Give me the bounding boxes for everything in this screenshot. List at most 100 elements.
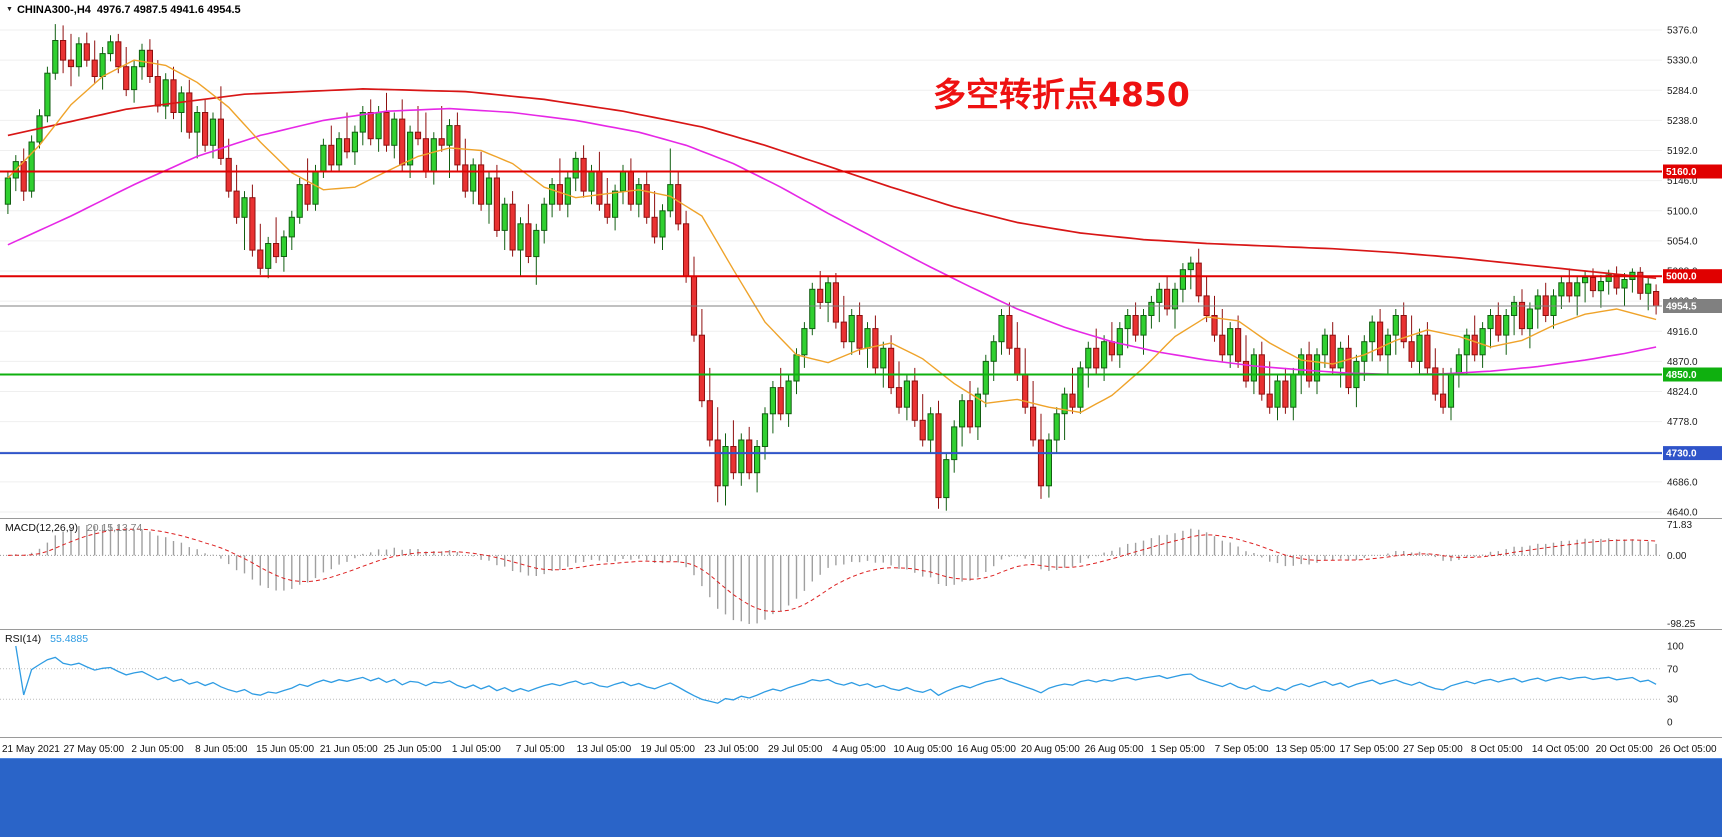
time-axis[interactable]: 21 May 2021 27 May 05:00 2 Jun 05:00 8 Jun … [2, 744, 1717, 755]
price-tick-label: 4916.0 [1667, 327, 1698, 338]
candle-up [288, 216, 295, 238]
time-tick-label[interactable]: 2 Jun 05:00 [131, 744, 184, 755]
price-axis[interactable]: 5376.0 5330.0 5284.0 5238.0 5192.0 5146.0 5100… [1663, 26, 1722, 519]
time-tick-label[interactable]: 19 Jul 05:00 [640, 744, 695, 755]
time-tick-label[interactable]: 26 Aug 05:00 [1085, 744, 1144, 755]
time-tick-label[interactable]: 1 Sep 05:00 [1151, 744, 1205, 755]
rsi-panel: 100 70 30 0 [0, 642, 1684, 729]
panel-separators [0, 518, 1722, 738]
candle-down [67, 59, 75, 68]
candle-up [1487, 315, 1494, 330]
candle-down [698, 334, 705, 402]
time-tick-label[interactable]: 7 Jul 05:00 [516, 744, 565, 755]
symbol-name: CHINA300-,H4 [16, 4, 91, 16]
time-tick-label[interactable]: 26 Oct 05:00 [1659, 744, 1717, 755]
candle-down [911, 380, 918, 421]
candles [4, 24, 1660, 511]
time-tick-label[interactable]: 27 Sep 05:00 [1403, 744, 1463, 755]
candle-down [675, 184, 682, 225]
time-tick-label[interactable]: 15 Jun 05:00 [256, 744, 314, 755]
candle-down [651, 216, 658, 238]
candle-down [304, 184, 311, 205]
candle-up [470, 164, 477, 192]
time-tick-label[interactable]: 8 Jun 05:00 [195, 744, 248, 755]
time-tick-label[interactable]: 16 Aug 05:00 [957, 744, 1016, 755]
candle-down [1164, 288, 1171, 310]
candle-up [265, 243, 272, 269]
candle-up [296, 184, 303, 218]
candle-up [375, 112, 382, 140]
time-tick-label[interactable]: 10 Aug 05:00 [893, 744, 952, 755]
candle-up [619, 171, 627, 192]
candle-down [1566, 282, 1573, 297]
candle-up [564, 177, 571, 205]
candle-down [1589, 277, 1597, 292]
time-tick-label[interactable]: 8 Oct 05:00 [1471, 744, 1523, 755]
time-tick-label[interactable]: 23 Jul 05:00 [704, 744, 759, 755]
candle-up [1116, 328, 1123, 356]
time-tick-label[interactable]: 13 Jul 05:00 [577, 744, 632, 755]
candle-down [257, 249, 264, 269]
candle-down [706, 400, 713, 441]
candle-up [351, 131, 358, 153]
macd-signal-line [7, 528, 1657, 612]
time-tick-label[interactable]: 7 Sep 05:00 [1215, 744, 1269, 755]
candle-up [44, 72, 51, 117]
time-tick-label[interactable]: 20 Oct 05:00 [1596, 744, 1654, 755]
candle-down [217, 118, 225, 159]
symbol-dropdown-icon[interactable]: ▼ [6, 6, 13, 13]
candle-up [1447, 374, 1455, 408]
price-tick-label: 5100.0 [1667, 206, 1698, 217]
candle-up [1156, 288, 1163, 303]
candle-down [872, 328, 879, 369]
candle-up [864, 328, 871, 349]
chart-canvas[interactable]: 5376.0 5330.0 5284.0 5238.0 5192.0 5146.0 5100… [0, 0, 1722, 758]
price-badge-label: 4850.0 [1666, 370, 1697, 381]
time-tick-label[interactable]: 17 Sep 05:00 [1339, 744, 1399, 755]
candle-up [549, 184, 556, 205]
candle-up [903, 380, 910, 408]
time-tick-label[interactable]: 20 Aug 05:00 [1021, 744, 1080, 755]
time-tick-label[interactable]: 13 Sep 05:00 [1276, 744, 1336, 755]
price-badge-4730.0 [1663, 446, 1722, 461]
candle-up [793, 354, 800, 382]
candle-down [556, 184, 563, 205]
candle-down [83, 43, 90, 61]
candle-up [107, 41, 114, 55]
candle-down [273, 243, 280, 258]
candle-up [1171, 288, 1179, 310]
candle-up [951, 426, 958, 461]
candle-up [336, 138, 343, 166]
price-badge-label: 4954.5 [1666, 302, 1697, 313]
time-tick-label[interactable]: 25 Jun 05:00 [384, 744, 442, 755]
candle-up [52, 40, 59, 74]
candle-up [28, 141, 35, 192]
candle-down [60, 40, 67, 61]
candle-up [769, 387, 776, 415]
candle-up [1101, 341, 1108, 369]
candle-up [1574, 282, 1581, 297]
candle-down [1030, 406, 1037, 441]
time-tick-label[interactable]: 27 May 05:00 [63, 744, 124, 755]
candle-up [485, 177, 493, 205]
candle-up [1250, 354, 1258, 382]
candle-down [1069, 393, 1076, 408]
time-tick-label[interactable]: 1 Jul 05:00 [452, 744, 501, 755]
candle-up [588, 171, 595, 192]
time-tick-label[interactable]: 14 Oct 05:00 [1532, 744, 1590, 755]
time-tick-label[interactable]: 21 Jun 05:00 [320, 744, 378, 755]
rsi-line [15, 645, 1657, 704]
candle-down [249, 197, 256, 251]
ma-fast-orange [7, 59, 1657, 414]
price-tick-label: 4686.0 [1667, 477, 1698, 488]
time-tick-label[interactable]: 4 Aug 05:00 [832, 744, 886, 755]
time-tick-label[interactable]: 29 Jul 05:00 [768, 744, 823, 755]
candle-up [825, 282, 832, 303]
candle-up [785, 380, 792, 415]
candle-down [730, 446, 737, 474]
annotation-text: 多空转折点4850 [933, 75, 1190, 114]
candle-up [990, 341, 997, 362]
time-tick-label[interactable]: 21 May 2021 [2, 744, 60, 755]
price-tick-label: 5238.0 [1667, 116, 1698, 127]
